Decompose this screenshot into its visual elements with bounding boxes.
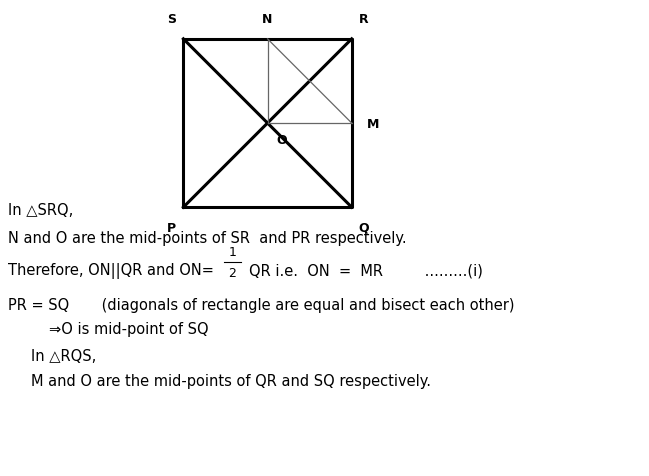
Text: O: O	[276, 134, 287, 147]
Text: N and O are the mid-points of SR  and PR respectively.: N and O are the mid-points of SR and PR …	[8, 231, 406, 246]
Text: Therefore, ON||QR and ON=: Therefore, ON||QR and ON=	[8, 263, 214, 279]
Text: QR i.e.  ON  =  MR         .........(i): QR i.e. ON = MR .........(i)	[249, 263, 482, 278]
Text: In △SRQ,: In △SRQ,	[8, 202, 73, 217]
Text: Q: Q	[358, 221, 369, 234]
Text: N: N	[262, 13, 273, 26]
Text: M: M	[367, 117, 379, 130]
Text: ⇒O is mid-point of SQ: ⇒O is mid-point of SQ	[49, 321, 208, 336]
Text: 2: 2	[228, 267, 236, 279]
Text: P: P	[167, 221, 176, 234]
Text: S: S	[167, 13, 176, 26]
Text: PR = SQ       (diagonals of rectangle are equal and bisect each other): PR = SQ (diagonals of rectangle are equa…	[8, 298, 514, 312]
Text: R: R	[359, 13, 368, 26]
Text: M and O are the mid-points of QR and SQ respectively.: M and O are the mid-points of QR and SQ …	[31, 374, 430, 388]
Text: 1: 1	[228, 246, 236, 259]
Text: In △RQS,: In △RQS,	[31, 348, 96, 363]
